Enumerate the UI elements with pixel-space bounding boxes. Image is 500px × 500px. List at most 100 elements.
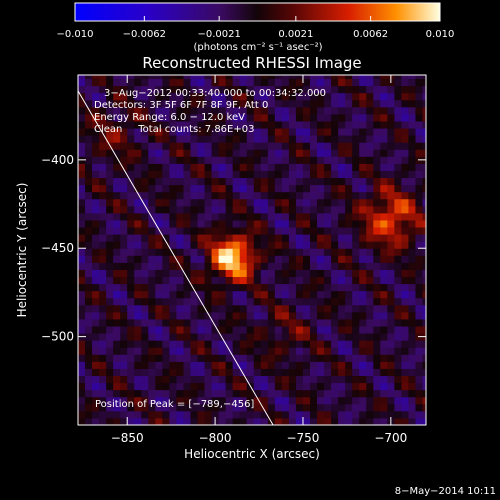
heatmap-cell xyxy=(366,170,374,179)
heatmap-cell xyxy=(148,241,156,249)
heatmap-cell xyxy=(134,269,142,278)
heatmap-cell xyxy=(408,354,416,362)
heatmap-cell xyxy=(359,92,367,101)
heatmap-cell xyxy=(113,227,121,235)
heatmap-cell xyxy=(338,198,346,207)
heatmap-cell xyxy=(288,403,297,412)
heatmap-cell xyxy=(408,177,416,186)
heatmap-cell xyxy=(190,212,199,221)
heatmap-cell xyxy=(302,219,311,228)
heatmap-cell xyxy=(387,382,395,391)
heatmap-cell xyxy=(148,78,156,87)
heatmap-cell xyxy=(295,92,304,101)
heatmap-cell xyxy=(85,92,93,101)
heatmap-cell xyxy=(169,113,177,122)
heatmap-cell xyxy=(127,389,135,398)
heatmap-cell xyxy=(197,99,206,108)
heatmap-cell xyxy=(394,403,402,412)
heatmap-cell xyxy=(288,149,297,157)
heatmap-cell xyxy=(331,410,339,419)
heatmap-cell xyxy=(415,92,423,101)
heatmap-cell xyxy=(274,92,283,101)
heatmap-cell xyxy=(366,410,374,419)
heatmap-cell xyxy=(113,297,121,306)
heatmap-cell xyxy=(120,262,128,270)
heatmap-cell xyxy=(211,297,220,306)
heatmap-cell xyxy=(148,326,156,334)
heatmap-cell xyxy=(169,290,177,299)
heatmap-cell xyxy=(267,283,276,292)
heatmap-cell xyxy=(422,78,426,87)
heatmap-cell xyxy=(310,403,318,412)
heatmap-cell xyxy=(274,340,283,348)
heatmap-cell xyxy=(78,283,86,292)
heatmap-cell xyxy=(345,75,353,80)
heatmap-cell xyxy=(246,241,255,249)
heatmap-cell xyxy=(387,85,395,94)
heatmap-cell xyxy=(225,368,234,377)
heatmap-cell xyxy=(246,269,255,278)
heatmap-cell xyxy=(176,78,184,87)
heatmap-cell xyxy=(324,149,332,157)
heatmap-cell xyxy=(197,262,206,270)
heatmap-cell xyxy=(183,311,191,320)
heatmap-cell xyxy=(218,106,227,115)
heatmap-cell xyxy=(141,75,149,80)
heatmap-cell xyxy=(162,227,170,235)
peak-position-label: Position of Peak = [−789,−456] xyxy=(95,399,254,410)
heatmap-cell xyxy=(394,375,402,384)
heatmap-cell xyxy=(120,198,128,207)
heatmap-cell xyxy=(197,389,206,398)
heatmap-cell xyxy=(359,354,367,362)
heatmap-cell xyxy=(267,170,276,179)
heatmap-cell xyxy=(148,248,156,256)
heatmap-cell xyxy=(141,276,149,285)
heatmap-cell xyxy=(274,99,283,108)
heatmap-cell xyxy=(288,184,297,193)
heatmap-cell xyxy=(113,142,121,150)
heatmap-cell xyxy=(197,227,206,235)
heatmap-cell xyxy=(169,283,177,292)
heatmap-cell xyxy=(85,368,93,377)
heatmap-cell xyxy=(162,255,170,263)
heatmap-cell xyxy=(302,163,311,171)
heatmap-cell xyxy=(204,170,213,179)
heatmap-cell xyxy=(183,354,191,362)
heatmap-cell xyxy=(92,92,100,101)
heatmap-cell xyxy=(190,389,199,398)
heatmap-cell xyxy=(225,198,234,207)
heatmap-cell xyxy=(162,354,170,362)
heatmap-cell xyxy=(148,191,156,200)
heatmap-cell xyxy=(183,297,191,306)
heatmap-cell xyxy=(92,85,100,94)
heatmap-cell xyxy=(246,375,255,384)
heatmap-cell xyxy=(331,368,339,377)
heatmap-cell xyxy=(295,205,304,214)
heatmap-cell xyxy=(218,417,227,425)
heatmap-cell xyxy=(190,255,199,263)
heatmap-cell xyxy=(302,128,311,136)
heatmap-cell xyxy=(78,410,86,419)
heatmap-cell xyxy=(197,311,206,320)
heatmap-cell xyxy=(281,248,290,256)
heatmap-cell xyxy=(317,248,325,256)
heatmap-cell xyxy=(253,361,262,369)
heatmap-cell xyxy=(246,326,255,334)
heatmap-cell xyxy=(345,219,353,228)
heatmap-cell xyxy=(366,318,374,327)
heatmap-cell xyxy=(274,326,283,334)
heatmap-cell xyxy=(366,85,374,94)
heatmap-cell xyxy=(373,163,381,171)
heatmap-cell xyxy=(310,120,318,129)
heatmap-cell xyxy=(232,375,241,384)
heatmap-cell xyxy=(302,262,311,270)
heatmap-cell xyxy=(253,318,262,327)
heatmap-cell xyxy=(176,142,184,150)
heatmap-cell xyxy=(260,149,269,157)
heatmap-cell xyxy=(134,184,142,193)
heatmap-cell xyxy=(302,106,311,115)
heatmap-cell xyxy=(352,205,360,214)
heatmap-cell xyxy=(190,340,199,348)
heatmap-cell xyxy=(267,205,276,214)
heatmap-cell xyxy=(183,417,191,425)
